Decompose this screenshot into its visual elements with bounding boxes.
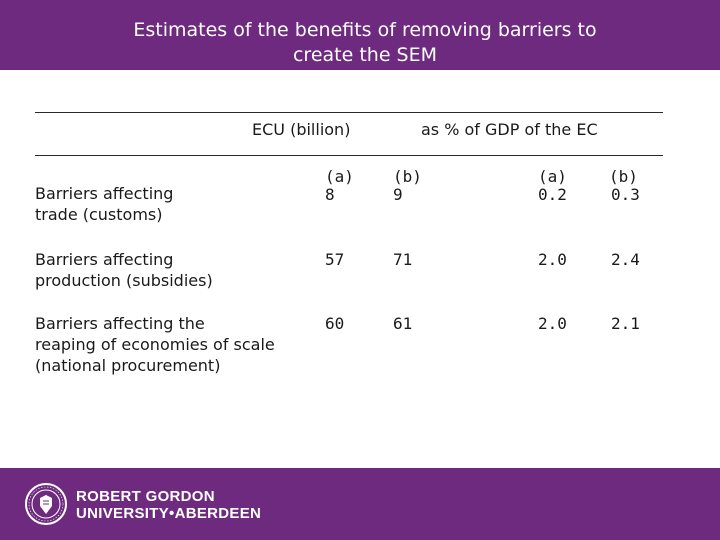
logo-line-2: UNIVERSITY•ABERDEEN	[76, 505, 262, 522]
ecu-b-value: 71	[393, 250, 413, 269]
column-group-ecu: ECU (billion)	[252, 120, 351, 139]
table-header-rule	[35, 155, 663, 156]
title-line-1: Estimates of the benefits of removing ba…	[133, 19, 597, 41]
gdp-b-subheader: (b)	[609, 167, 638, 186]
row-label-line: Barriers affecting the	[35, 314, 205, 333]
footer-bar: ROBERT GORDON UNIVERSITY•ABERDEEN	[0, 468, 720, 540]
gdp-b-value: 0.3	[611, 185, 640, 204]
row-label-line: trade (customs)	[35, 205, 163, 224]
gdp-b-value: 2.1	[611, 314, 640, 333]
gdp-a-value: 0.2	[538, 185, 567, 204]
gdp-a-value: 2.0	[538, 250, 567, 269]
row-label-line: Barriers affecting	[35, 250, 174, 269]
gdp-a-subheader: (a)	[538, 167, 567, 186]
ecu-a-value: 60	[325, 314, 345, 333]
row-label-line: (national procurement)	[35, 356, 221, 375]
header-bar: Estimates of the benefits of removing ba…	[0, 0, 720, 70]
gdp-b-value: 2.4	[611, 250, 640, 269]
logo-line-1: ROBERT GORDON	[76, 488, 215, 505]
page-title: Estimates of the benefits of removing ba…	[0, 18, 720, 68]
ecu-b-value: 9	[393, 185, 403, 204]
title-line-2: create the SEM	[292, 44, 438, 66]
ecu-a-value: 8	[325, 185, 335, 204]
ecu-b-subheader: (b)	[393, 167, 422, 186]
table-top-rule	[35, 112, 663, 113]
gdp-a-value: 2.0	[538, 314, 567, 333]
university-seal-icon	[25, 483, 67, 525]
ecu-a-value: 57	[325, 250, 345, 269]
column-group-gdp: as % of GDP of the EC	[421, 120, 598, 139]
ecu-b-value: 61	[393, 314, 413, 333]
ecu-a-subheader: (a)	[325, 167, 354, 186]
row-label-line: Barriers affecting	[35, 184, 174, 203]
row-label-line: reaping of economies of scale	[35, 335, 275, 354]
row-label-line: production (subsidies)	[35, 271, 213, 290]
